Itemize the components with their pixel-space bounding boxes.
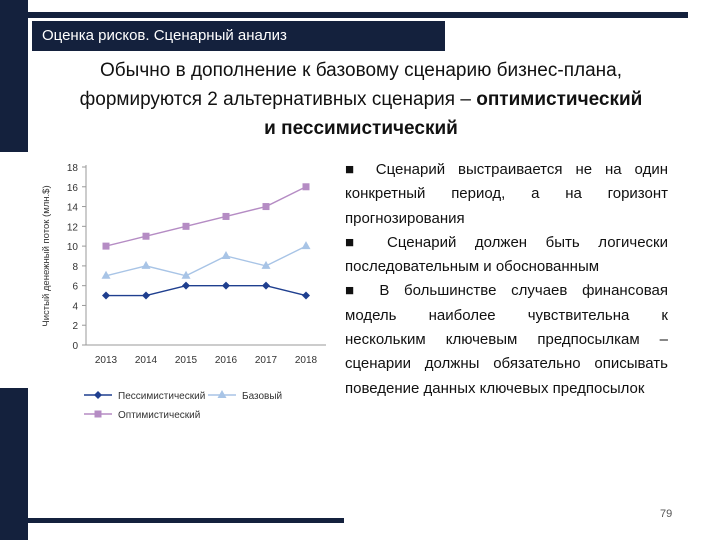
data-point-square	[102, 242, 110, 250]
y-tick-label: 18	[67, 163, 79, 174]
legend-marker	[217, 390, 227, 398]
bullet-list: ■ Сценарий выстраивается не на один конк…	[345, 158, 668, 401]
x-tick-label: 2014	[135, 355, 158, 366]
data-point-square	[222, 212, 230, 220]
subtitle-line-1: Обычно в дополнение к базовому сценарию …	[100, 60, 622, 81]
x-tick-label: 2018	[295, 355, 318, 366]
page-number: 79	[660, 508, 673, 520]
data-point-triangle	[101, 270, 111, 279]
y-tick-label: 10	[67, 242, 79, 253]
bullet-item: ■ Сценарий должен быть логически последо…	[345, 233, 668, 276]
y-tick-label: 14	[67, 203, 79, 214]
data-point-diamond	[102, 291, 110, 300]
top-rule	[28, 12, 688, 18]
series-line-square	[105, 186, 307, 247]
bullet-item: ■ Сценарий выстраивается не на один конк…	[345, 161, 668, 227]
subtitle-line-3: и пессимистический	[30, 114, 692, 143]
data-point-square	[182, 222, 190, 230]
bullet-item: ■ В большинстве случаев финансовая модел…	[345, 282, 668, 397]
y-tick-label: 0	[72, 341, 78, 352]
y-tick-label: 6	[72, 282, 78, 293]
data-point-square	[302, 183, 310, 191]
slide-header-title: Оценка рисков. Сценарный анализ	[42, 27, 287, 44]
data-point-square	[142, 232, 150, 240]
y-tick-label: 2	[72, 321, 78, 332]
x-tick-label: 2015	[175, 355, 198, 366]
subtitle-line-2: формируются 2 альтернативных сценария – …	[30, 85, 692, 114]
legend-marker	[94, 410, 102, 418]
data-point-diamond	[182, 281, 190, 290]
left-accent-bar-top	[0, 0, 28, 152]
subtitle-line-3-bold: и пессимистический	[264, 118, 458, 139]
y-tick-label: 4	[72, 301, 78, 312]
subtitle-line-2-bold: оптимистический	[476, 89, 643, 110]
slide-header: Оценка рисков. Сценарный анализ	[32, 21, 445, 51]
series-line-triangle	[105, 245, 307, 277]
legend-label: Базовый	[242, 391, 282, 402]
bottom-rule	[28, 518, 344, 523]
left-accent-bar-bottom	[0, 388, 28, 540]
data-point-triangle	[261, 260, 271, 269]
data-point-square	[262, 203, 270, 211]
x-tick-label: 2013	[95, 355, 118, 366]
legend-marker	[94, 391, 102, 399]
y-tick-label: 16	[67, 183, 79, 194]
data-point-triangle	[141, 260, 151, 269]
y-tick-label: 12	[67, 222, 79, 233]
data-point-triangle	[181, 270, 191, 279]
x-tick-label: 2016	[215, 355, 238, 366]
y-tick-label: 8	[72, 262, 78, 273]
data-point-diamond	[142, 291, 150, 300]
slide-subtitle: Обычно в дополнение к базовому сценарию …	[30, 56, 692, 143]
y-axis-label: Чистый денежный поток (млн.$)	[41, 185, 52, 326]
data-point-triangle	[301, 241, 311, 250]
data-point-diamond	[262, 281, 270, 290]
data-point-triangle	[221, 251, 231, 259]
line-chart: 0 2 4 6 8 10 12 14 16 18 2013 2014 2015 2016 2017 2018 Ч…	[41, 163, 326, 421]
data-point-diamond	[302, 291, 310, 300]
legend-label: Оптимистический	[118, 410, 200, 421]
data-point-diamond	[222, 281, 230, 290]
legend-label: Пессимистический	[118, 391, 205, 402]
subtitle-line-2-regular: формируются 2 альтернативных сценария –	[79, 89, 477, 110]
series-line-diamond	[106, 284, 307, 297]
x-tick-label: 2017	[255, 355, 278, 366]
